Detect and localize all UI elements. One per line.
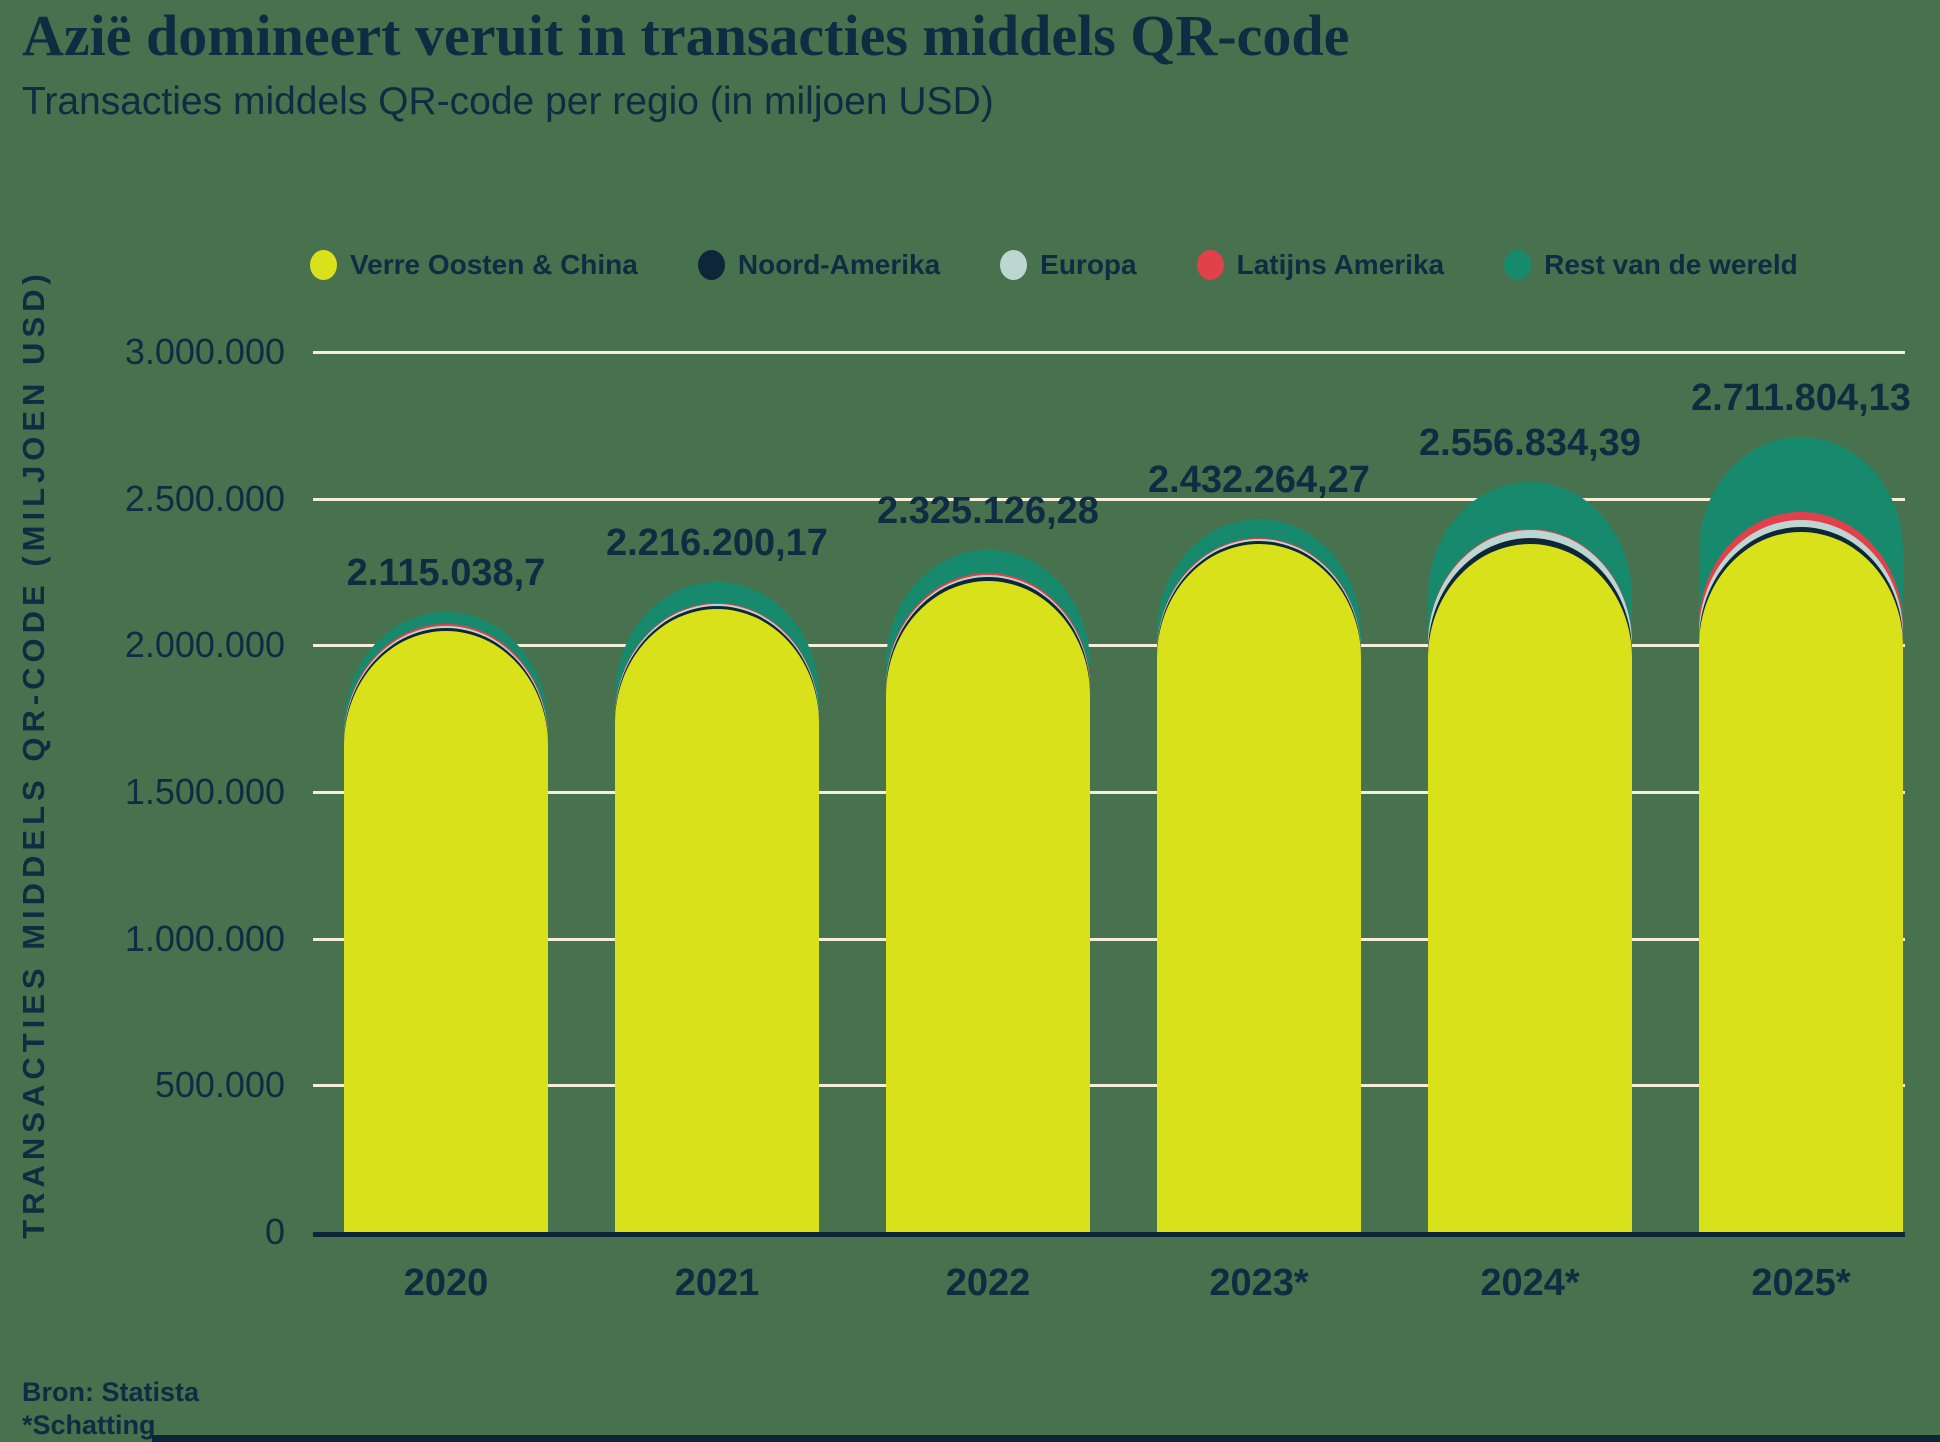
y-tick-label: 0 — [264, 1211, 285, 1252]
bar-segment-2020-verre-oosten-china — [344, 631, 548, 1232]
gridline-1000000 — [313, 938, 1905, 941]
legend-item-noord-amerika: Noord-Amerika — [697, 249, 941, 281]
gridline-2000000 — [313, 644, 1905, 647]
legend: Verre Oosten & China Noord-Amerika Europa L… — [310, 249, 1798, 281]
x-axis-label-2024: 2024* — [1480, 1262, 1580, 1304]
y-tick-label: 2.000.000 — [124, 624, 285, 665]
bar-total-label: 2.432.264,27 — [1148, 459, 1370, 501]
bar-total-label: 2.325.126,28 — [877, 490, 1099, 532]
legend-label: Europa — [1040, 249, 1137, 280]
bar-total-label: 2.216.200,17 — [606, 522, 828, 564]
x-axis-label-2025: 2025* — [1751, 1262, 1851, 1304]
bar-segment-2022-verre-oosten-china — [886, 581, 1090, 1232]
footer-strip — [152, 1435, 1940, 1442]
legend-label: Noord-Amerika — [737, 249, 941, 280]
x-axis-label-2020: 2020 — [403, 1262, 489, 1304]
legend-dot-icon — [1000, 250, 1028, 280]
legend-item-europa: Europa — [1000, 249, 1137, 281]
legend-label: Latijns Amerika — [1236, 249, 1445, 280]
bar-segment-2023*-verre-oosten-china — [1157, 544, 1361, 1232]
x-axis-label-2022: 2022 — [945, 1262, 1031, 1304]
legend-dot-icon — [310, 250, 337, 280]
x-axis-label-2021: 2021 — [674, 1262, 760, 1304]
y-tick-label: 3.000.000 — [124, 331, 285, 372]
bar-segment-2021-verre-oosten-china — [615, 609, 819, 1232]
legend-dot-icon — [1196, 250, 1224, 280]
y-tick-label: 2.500.000 — [124, 478, 285, 519]
page-subtitle: Transacties middels QR-code per regio (i… — [22, 80, 994, 123]
bar-total-label: 2.711.804,13 — [1691, 377, 1911, 419]
bar-total-label: 2.115.038,7 — [346, 552, 546, 594]
legend-label: Verre Oosten & China — [350, 249, 638, 280]
gridline-3000000 — [313, 351, 1905, 354]
source-note: Bron: Statista *Schatting — [22, 1376, 199, 1442]
bar-total-label: 2.556.834,39 — [1419, 422, 1641, 464]
y-tick-label: 500.000 — [154, 1064, 285, 1105]
gridline-500000 — [313, 1084, 1905, 1087]
legend-dot-icon — [697, 250, 725, 280]
legend-item-verre-oosten-china: Verre Oosten & China — [310, 249, 638, 281]
legend-item-latijns-amerika: Latijns Amerika — [1196, 249, 1445, 281]
y-tick-label: 1.000.000 — [124, 918, 285, 959]
y-tick-label: 1.500.000 — [124, 771, 285, 812]
gridline-2500000 — [313, 498, 1905, 501]
legend-item-rest-van-de-wereld: Rest van de wereld — [1504, 249, 1798, 281]
legend-dot-icon — [1504, 250, 1532, 280]
footnote-line: *Schatting — [22, 1410, 156, 1440]
source-line: Bron: Statista — [22, 1377, 200, 1407]
legend-label: Rest van de wereld — [1544, 249, 1798, 280]
gridline-1500000 — [313, 791, 1905, 794]
bar-segment-2025*-verre-oosten-china — [1699, 532, 1903, 1232]
x-axis-line — [313, 1232, 1905, 1237]
bar-segment-2024*-verre-oosten-china — [1428, 544, 1632, 1232]
page-title: Azië domineert veruit in transacties mid… — [22, 3, 1350, 68]
x-axis-label-2023: 2023* — [1209, 1262, 1309, 1304]
